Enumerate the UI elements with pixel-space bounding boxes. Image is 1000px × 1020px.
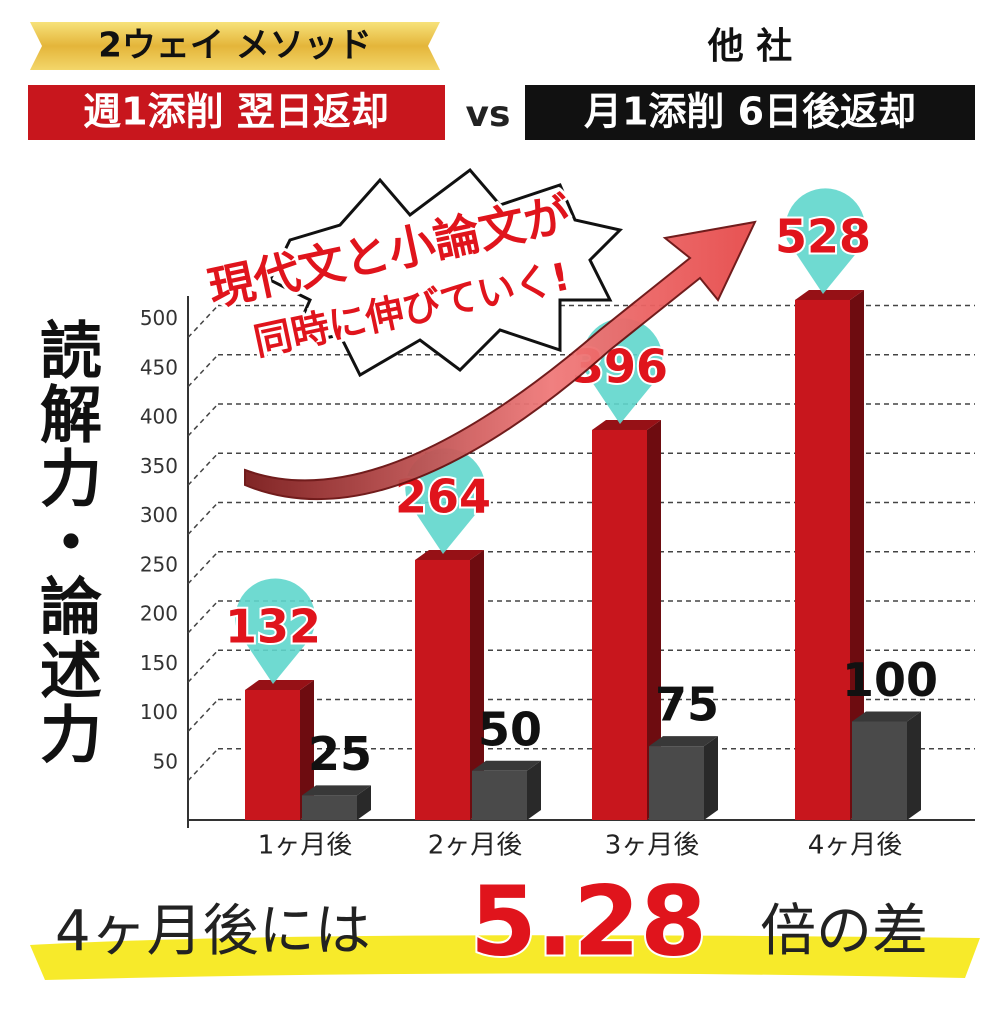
legend-box — [28, 85, 445, 140]
bar-top — [472, 760, 541, 771]
vs-label: vs — [466, 94, 511, 135]
x-tick-label: 3ヶ月後 — [605, 831, 700, 861]
x-tick-label: 4ヶ月後 — [808, 831, 903, 861]
data-label: 528 — [775, 209, 871, 263]
burst — [267, 167, 623, 378]
summary-text: 倍の差 — [760, 899, 928, 964]
data-label: 132 — [225, 599, 321, 653]
bar — [592, 429, 647, 820]
legend-box — [525, 85, 975, 140]
bar-side — [647, 419, 661, 820]
grid-line — [187, 305, 219, 339]
left-heading: 2ウェイ メソッド — [98, 26, 372, 66]
bar-top — [415, 549, 484, 560]
y-tick-label: 400 — [140, 405, 178, 429]
grid-line — [187, 501, 219, 536]
bar-side — [850, 289, 864, 821]
y-axis-title: 読解力・論述力 — [29, 318, 102, 766]
bar — [649, 746, 704, 820]
grid-line — [187, 600, 219, 634]
bar-top — [795, 289, 864, 300]
bar — [795, 299, 850, 821]
bar-top — [592, 419, 661, 430]
x-tick-label: 1ヶ月後 — [258, 831, 353, 861]
y-tick-label: 50 — [153, 749, 178, 773]
bar — [852, 721, 907, 820]
label-pin — [235, 578, 316, 684]
grid-line — [187, 452, 219, 486]
bar-side — [470, 549, 484, 820]
y-tick-label: 200 — [140, 602, 178, 626]
bar-top — [245, 679, 314, 690]
label-pin — [785, 188, 866, 294]
bar-top — [302, 785, 371, 796]
trend-arrow — [244, 220, 757, 501]
legend-label: 週1添削 翌日返却 — [83, 90, 389, 134]
y-tick-label: 150 — [140, 651, 178, 675]
data-label: 75 — [655, 678, 719, 732]
data-label: 50 — [478, 702, 542, 756]
bar-side — [357, 785, 371, 820]
highlight-stripe — [30, 935, 980, 980]
y-tick-label: 100 — [140, 700, 178, 724]
bar — [472, 770, 527, 820]
grid-line — [187, 649, 219, 683]
grid-line — [187, 403, 219, 437]
grid-line — [187, 698, 219, 733]
bar-top — [852, 711, 921, 722]
bar — [415, 559, 470, 820]
bar — [245, 689, 300, 820]
y-tick-label: 300 — [140, 503, 178, 527]
plot: 50 100 150 200 250 300 350 400 450 500 1ヶ月後 2ヶ月後 3ヶ月… — [140, 188, 975, 861]
y-tick-label: 250 — [140, 552, 178, 576]
grid-line — [187, 551, 219, 585]
bar-side — [300, 679, 314, 820]
summary-text: 4ヶ月後には — [55, 899, 371, 964]
right-heading: 他 社 — [707, 26, 793, 67]
bar-side — [907, 711, 921, 820]
y-tick-label: 450 — [140, 355, 178, 379]
data-label: 100 — [842, 653, 938, 707]
y-tick-label: 350 — [140, 454, 178, 478]
bar-side — [527, 760, 541, 820]
legend-label: 月1添削 6日後返却 — [584, 90, 916, 134]
heading-banner — [30, 22, 440, 70]
y-tick-label: 500 — [140, 306, 178, 330]
bar-top — [649, 736, 718, 747]
data-label: 25 — [308, 727, 372, 781]
grid-line — [187, 748, 219, 782]
summary-highlight: 5.28 — [470, 865, 707, 977]
bar — [302, 795, 357, 820]
x-tick-label: 2ヶ月後 — [428, 831, 523, 861]
grid-line — [187, 354, 219, 388]
bar-side — [704, 736, 718, 820]
